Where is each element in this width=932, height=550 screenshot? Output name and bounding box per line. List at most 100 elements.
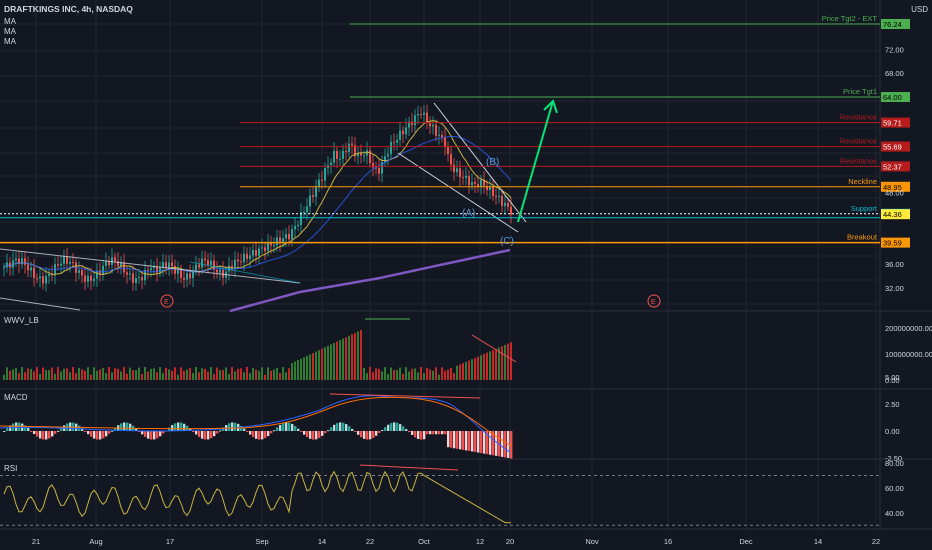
- candle-body: [165, 262, 167, 269]
- macd-hist-bar: [177, 422, 180, 431]
- indicator-ma-1[interactable]: MA: [4, 17, 16, 26]
- macd-hist-bar: [306, 431, 309, 438]
- price-tag: [881, 237, 910, 248]
- macd-hist-bar: [24, 425, 27, 431]
- candle-body: [144, 269, 146, 281]
- volume-bar: [294, 361, 296, 380]
- volume-trend-line: [471, 334, 517, 363]
- candle-body: [135, 278, 137, 283]
- macd-hist-bar: [39, 431, 42, 439]
- volume-bar: [348, 335, 350, 380]
- volume-bar: [498, 347, 500, 380]
- macd-signal-line: [0, 396, 513, 447]
- macd-hist-bar: [321, 431, 324, 436]
- candle-body: [81, 270, 83, 276]
- candle-body: [9, 262, 11, 268]
- macd-hist-bar: [348, 426, 351, 431]
- macd-hist-bar: [336, 423, 339, 431]
- chart-title: DRAFTKINGS INC, 4h, NASDAQ: [4, 4, 133, 14]
- macd-hist-bar: [156, 431, 159, 439]
- macd-hist-bar: [255, 431, 258, 439]
- x-axis-tick: 17: [166, 537, 174, 546]
- indicator-ma-2[interactable]: MA: [4, 27, 16, 36]
- candle-body: [396, 139, 398, 143]
- macd-hist-bar: [408, 431, 411, 433]
- macd-hist-bar: [162, 431, 165, 434]
- macd-hist-bar: [474, 431, 477, 453]
- ma-long-line: [229, 248, 511, 313]
- level-label: Support: [851, 204, 878, 213]
- ma-short-line: [3, 119, 512, 276]
- candle-body: [120, 262, 122, 266]
- volume-bar: [108, 367, 110, 380]
- candle-body: [168, 262, 170, 269]
- volume-bar: [264, 374, 266, 380]
- candle-body: [60, 263, 62, 266]
- volume-bar: [66, 368, 68, 380]
- macd-hist-bar: [78, 425, 81, 431]
- macd-hist-bar: [399, 424, 402, 431]
- candle-body: [3, 267, 5, 269]
- volume-bar: [228, 373, 230, 380]
- volume-bar: [453, 373, 455, 380]
- candle-body: [138, 277, 140, 279]
- candle-body: [240, 261, 242, 263]
- trendline-lower-left: [0, 297, 81, 311]
- candle-body: [393, 141, 395, 143]
- volume-bar: [369, 367, 371, 380]
- candle-body: [402, 130, 404, 135]
- volume-bar: [96, 370, 98, 380]
- x-axis-tick: Nov: [585, 537, 599, 546]
- candle-body: [450, 154, 452, 165]
- macd-hist-bar: [273, 430, 276, 432]
- candle-body: [267, 242, 269, 252]
- macd-hist-bar: [309, 431, 312, 439]
- macd-hist-bar: [240, 425, 243, 431]
- candle-body: [477, 183, 479, 187]
- candle-body: [234, 259, 236, 269]
- candle-body: [363, 155, 365, 157]
- candle-body: [432, 124, 434, 127]
- volume-bar: [372, 372, 374, 380]
- volume-bar: [42, 367, 44, 380]
- candle-body: [96, 270, 98, 279]
- macd-hist-bar: [381, 429, 384, 431]
- volume-bar: [195, 367, 197, 380]
- volume-bar: [408, 371, 410, 380]
- volume-bar: [246, 367, 248, 380]
- macd-hist-bar: [252, 431, 255, 438]
- candle-body: [126, 272, 128, 275]
- candle-body: [315, 187, 317, 197]
- volume-bar: [504, 344, 506, 380]
- macd-hist-bar: [210, 431, 213, 439]
- candle-body: [390, 141, 392, 155]
- volume-bar: [417, 372, 419, 380]
- volume-bar: [405, 367, 407, 380]
- macd-hist-bar: [426, 431, 429, 435]
- macd-hist-bar: [27, 428, 30, 431]
- macd-hist-bar: [330, 427, 333, 431]
- volume-bar: [321, 348, 323, 380]
- volume-bar: [75, 373, 77, 380]
- candle-body: [39, 276, 41, 279]
- candle-body: [420, 113, 422, 115]
- ma-mid-line: [3, 136, 512, 273]
- candle-body: [15, 258, 17, 261]
- macd-hist-bar: [159, 431, 162, 437]
- volume-bar: [204, 368, 206, 380]
- volume-bar: [276, 367, 278, 380]
- macd-axis-tick: 2.50: [885, 400, 900, 409]
- volume-bar: [192, 373, 194, 380]
- volume-bar: [483, 354, 485, 380]
- price-tag-label: 48.95: [883, 183, 902, 192]
- price-tag: [881, 181, 910, 192]
- volume-bar: [345, 337, 347, 380]
- indicator-ma-3[interactable]: MA: [4, 37, 16, 46]
- volume-bar: [207, 371, 209, 380]
- macd-hist-bar: [363, 431, 366, 439]
- candle-body: [318, 179, 320, 188]
- macd-hist-bar: [180, 422, 183, 431]
- macd-hist-bar: [174, 423, 177, 431]
- volume-bar: [267, 367, 269, 380]
